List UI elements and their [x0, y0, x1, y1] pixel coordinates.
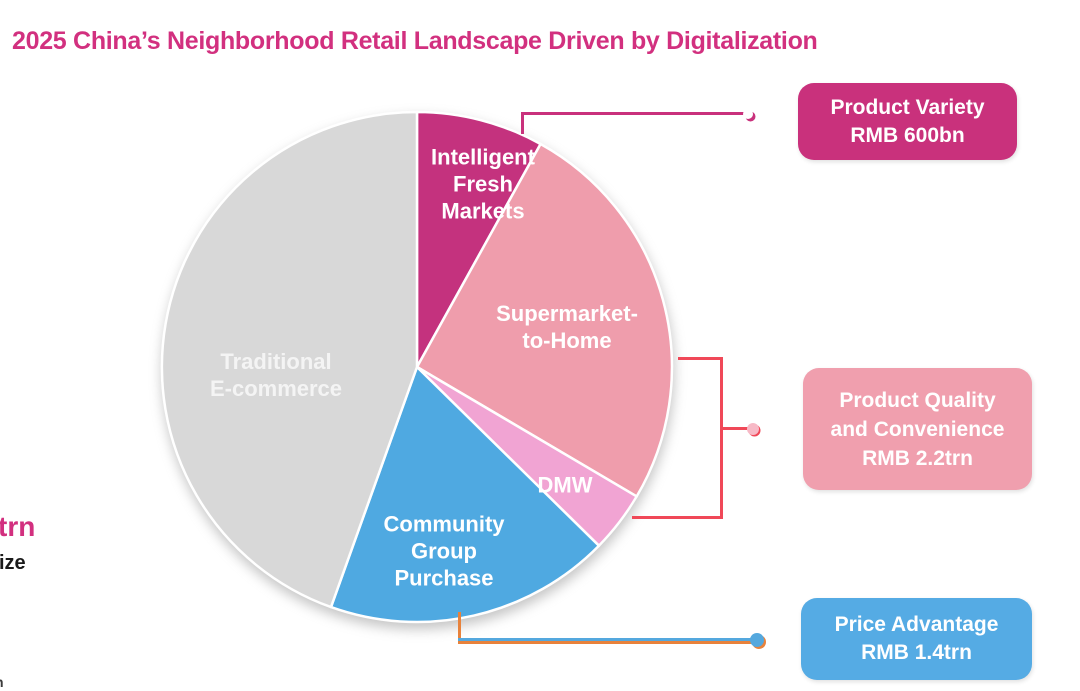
callout-bracket-mid-top [678, 357, 723, 360]
callout-value: RMB 600bn [850, 123, 965, 147]
callout-line-top-vertical [521, 113, 524, 134]
callout-bracket-mid-stub [723, 427, 748, 430]
callout-product-quality: Product Quality and Convenience RMB 2.2t… [803, 368, 1032, 490]
callout-line: Price Advantage [834, 613, 999, 636]
callout-product-variety: Product Variety RMB 600bn [798, 83, 1017, 160]
callout-line: Product Quality [839, 388, 996, 412]
callout-value: RMB 2.2trn [862, 446, 973, 470]
callout-price-advantage: Price Advantage RMB 1.4trn [801, 598, 1032, 680]
pie-slice-intelligent-fresh-markets [415, 110, 542, 369]
callout-line-bottom-vertical [458, 612, 461, 642]
pie-slice-supermarket-to-home [415, 142, 674, 498]
pie-slice-community-group-purchase [329, 365, 601, 624]
callout-line: Product Variety [830, 95, 985, 119]
callout-bracket-mid-bottom [632, 516, 723, 519]
cutoff-label-fragment: ize [0, 552, 26, 574]
callout-line: and Convenience [830, 417, 1005, 441]
cutoff-value-fragment: trn [0, 511, 36, 542]
callout-line-bottom-horizontal [458, 638, 754, 641]
callout-value: RMB 1.4trn [861, 641, 972, 664]
pie-slice-traditional-e-commerce [160, 110, 419, 609]
cutoff-bottom-fragment: n [0, 674, 4, 690]
callout-line-top-horizontal [521, 112, 745, 115]
callout-line-bottom-shadow [458, 641, 754, 644]
callout-bracket-mid-vertical [720, 357, 723, 519]
callout-line-bottom-dot [750, 633, 764, 647]
callout-bracket-mid-dot [747, 423, 759, 435]
callout-line-top-dot [743, 109, 753, 119]
page-title: 2025 China’s Neighborhood Retail Landsca… [12, 27, 818, 55]
